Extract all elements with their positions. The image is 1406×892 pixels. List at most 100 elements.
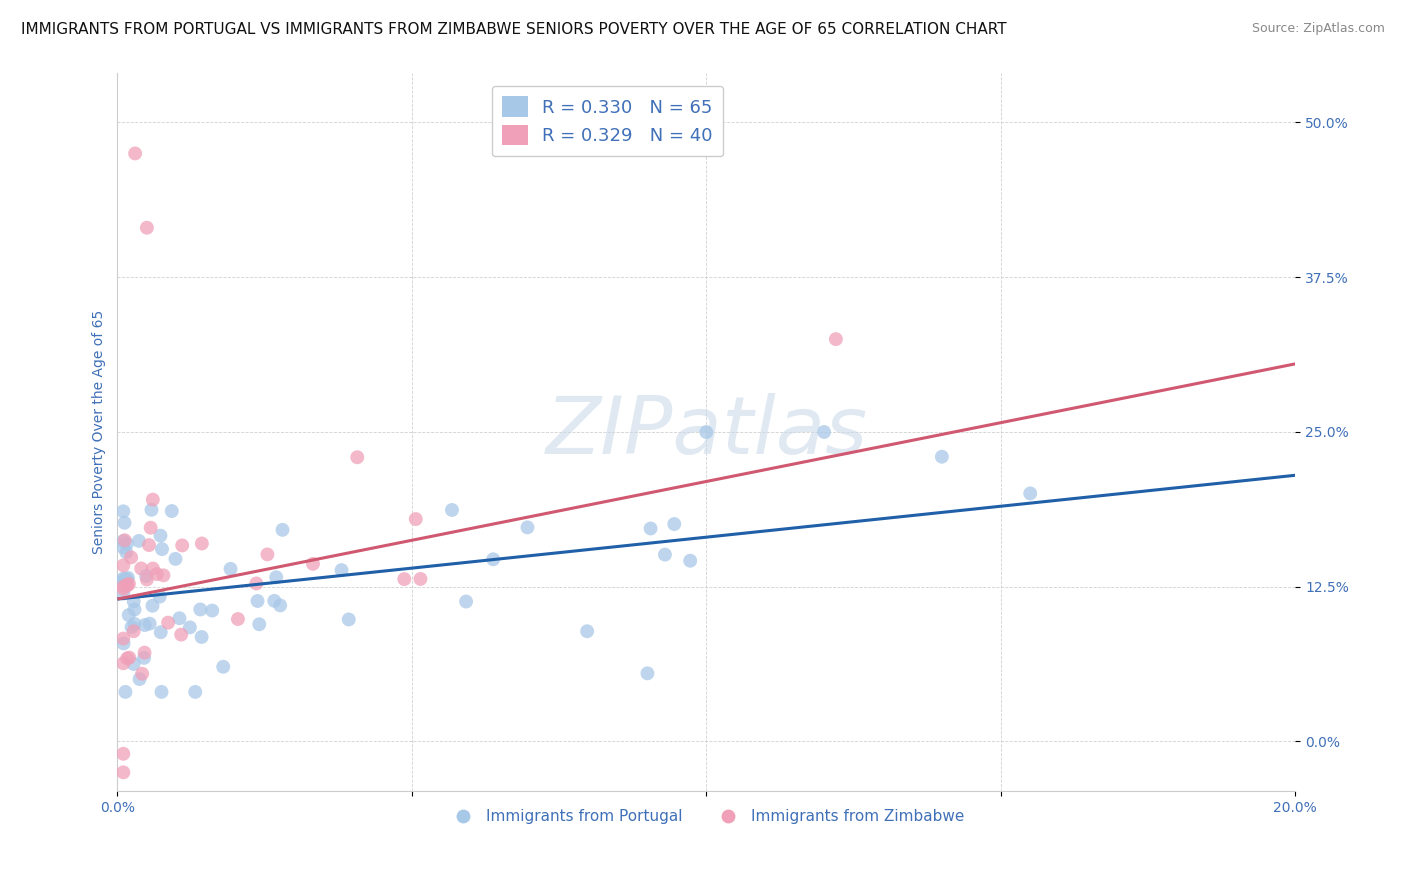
Point (122, 657, 145, 671)
Point (139, 521, 162, 535)
Point (337, 612, 360, 626)
Point (188, 602, 211, 616)
Point (115, 537, 138, 551)
Point (115, 651, 138, 665)
Point (263, 594, 285, 608)
Text: Source: ZipAtlas.com: Source: ZipAtlas.com (1251, 22, 1385, 36)
Point (409, 572, 432, 586)
Point (440, 503, 463, 517)
Point (931, 450, 953, 464)
Point (516, 520, 538, 534)
Point (122, 624, 145, 639)
Point (219, 562, 242, 576)
Point (112, 572, 135, 586)
Point (454, 594, 477, 608)
Point (269, 599, 291, 613)
Point (112, 657, 135, 671)
Point (679, 554, 702, 568)
Point (149, 625, 172, 640)
Point (247, 617, 270, 632)
Point (112, 580, 135, 594)
Point (302, 557, 325, 571)
Text: IMMIGRANTS FROM PORTUGAL VS IMMIGRANTS FROM ZIMBABWE SENIORS POVERTY OVER THE AG: IMMIGRANTS FROM PORTUGAL VS IMMIGRANTS F… (21, 22, 1007, 37)
Point (115, 545, 138, 559)
Point (394, 572, 416, 586)
Point (226, 612, 249, 626)
Point (135, 220, 157, 235)
Point (112, 504, 135, 518)
Point (201, 603, 224, 617)
Point (482, 552, 505, 566)
Point (112, 636, 135, 650)
Point (112, 632, 135, 646)
Point (825, 332, 848, 346)
Point (346, 450, 368, 465)
Point (122, 594, 145, 608)
Point (184, 685, 207, 699)
Point (128, 672, 150, 686)
Point (114, 533, 136, 548)
Point (172, 538, 194, 552)
Point (142, 492, 165, 507)
Text: ZIPatlas: ZIPatlas (546, 393, 868, 471)
Point (120, 550, 142, 565)
Point (112, 541, 135, 555)
Point (271, 523, 294, 537)
Point (191, 536, 214, 550)
Point (1019, 486, 1042, 500)
Point (118, 650, 141, 665)
Point (112, 586, 135, 600)
Point (664, 516, 686, 531)
Point (330, 563, 353, 577)
Point (114, 685, 136, 699)
Point (169, 611, 191, 625)
Point (695, 425, 717, 439)
Point (246, 594, 269, 608)
Point (142, 561, 165, 575)
Point (112, 582, 135, 596)
Point (170, 627, 193, 641)
Point (124, 617, 146, 632)
Point (141, 599, 163, 613)
Point (149, 529, 172, 543)
Point (112, 558, 135, 573)
Point (150, 685, 173, 699)
Point (152, 568, 174, 582)
Point (245, 576, 267, 591)
Point (256, 548, 278, 562)
Point (157, 615, 180, 630)
Point (264, 570, 287, 584)
Point (131, 666, 153, 681)
Point (636, 666, 658, 681)
Point (813, 425, 835, 439)
Point (146, 567, 169, 582)
Point (179, 620, 201, 634)
Point (114, 516, 136, 530)
Point (112, 534, 135, 549)
Point (138, 616, 160, 631)
Point (124, 602, 146, 616)
Point (149, 590, 172, 604)
Point (118, 577, 141, 591)
Legend: Immigrants from Portugal, Immigrants from Zimbabwe: Immigrants from Portugal, Immigrants fro… (441, 803, 972, 830)
Point (190, 630, 212, 644)
Point (112, 574, 135, 588)
Point (135, 573, 157, 587)
Point (160, 504, 183, 518)
Point (134, 646, 156, 660)
Point (654, 548, 676, 562)
Point (118, 608, 141, 623)
Point (138, 538, 160, 552)
Point (212, 660, 235, 674)
Point (112, 747, 135, 761)
Point (129, 561, 152, 575)
Point (135, 569, 157, 583)
Y-axis label: Seniors Poverty Over the Age of 65: Seniors Poverty Over the Age of 65 (93, 310, 107, 554)
Point (115, 578, 138, 592)
Point (576, 624, 599, 639)
Point (141, 503, 163, 517)
Point (115, 579, 138, 593)
Point (640, 521, 662, 535)
Point (128, 533, 150, 548)
Point (132, 651, 155, 665)
